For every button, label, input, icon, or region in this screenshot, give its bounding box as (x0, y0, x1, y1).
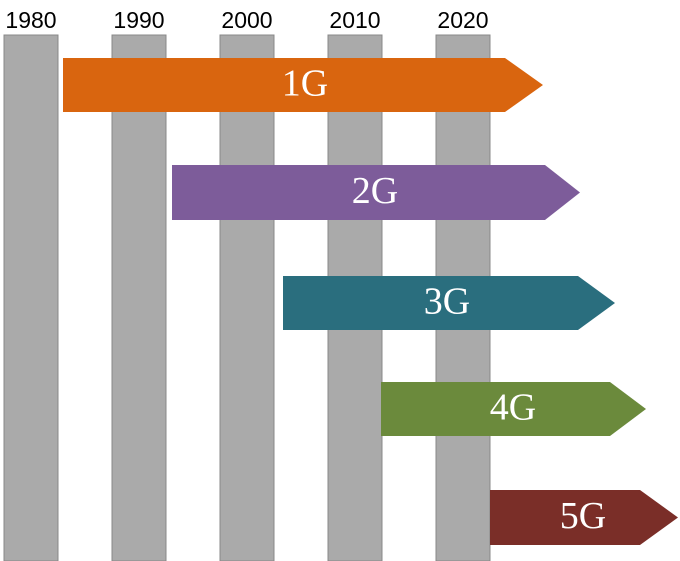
year-label: 1990 (113, 7, 164, 33)
generation-arrow (381, 382, 646, 436)
generation-label: 2G (352, 170, 398, 212)
timeline-column (3, 34, 59, 561)
generation-arrow (490, 490, 678, 545)
generation-arrow (172, 165, 580, 220)
generation-label: 4G (490, 387, 536, 429)
generation-label: 3G (424, 281, 470, 323)
timeline-column (111, 34, 167, 561)
generation-arrow (283, 276, 615, 330)
year-label: 2020 (437, 7, 488, 33)
year-label: 2010 (329, 7, 380, 33)
generation-label: 1G (282, 63, 328, 105)
year-label: 2000 (221, 7, 272, 33)
timeline-column (219, 34, 275, 561)
year-label: 1980 (5, 7, 56, 33)
generation-label: 5G (560, 495, 606, 537)
generation-arrow (63, 58, 543, 112)
